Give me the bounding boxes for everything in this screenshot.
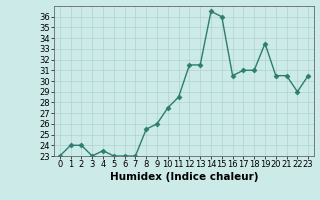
X-axis label: Humidex (Indice chaleur): Humidex (Indice chaleur) (110, 172, 258, 182)
